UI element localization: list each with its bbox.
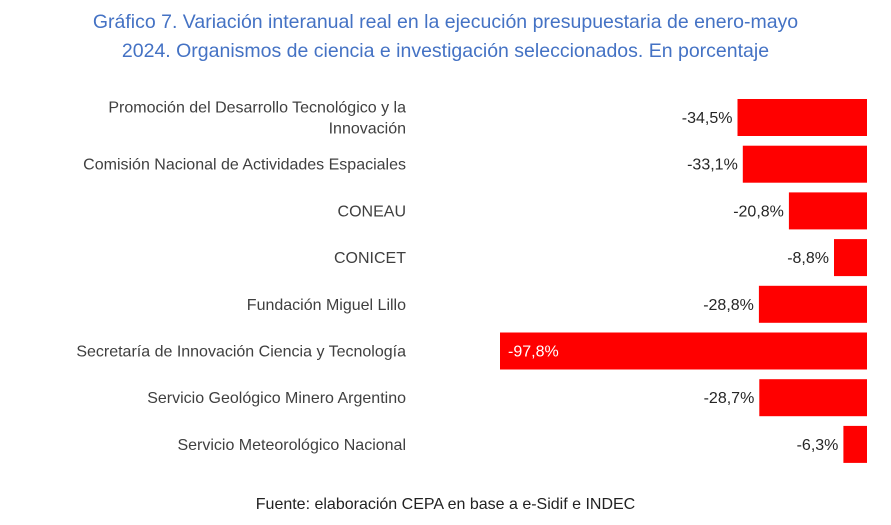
chart-title-line-2: 2024. Organismos de ciencia e investigac… [121, 40, 770, 62]
value-label-5: -28,8% [703, 297, 754, 314]
bar-1 [737, 99, 867, 136]
value-label-8: -6,3% [797, 437, 839, 454]
value-label-3: -20,8% [733, 203, 784, 220]
category-label-8: Servicio Meteorológico Nacional [177, 437, 406, 454]
bar-8 [843, 425, 867, 463]
category-label-4: CONICET [334, 250, 406, 267]
category-label-1: Promoción del Desarrollo Tecnológico y l… [108, 100, 406, 138]
value-label-6: -97,8% [508, 344, 559, 361]
value-label-1: -34,5% [682, 110, 733, 127]
chart-title: Gráfico 7. Variación interanual real en … [0, 8, 891, 66]
category-label-6: Secretaría de Innovación Ciencia y Tecno… [76, 344, 406, 361]
category-label-3: CONEAU [338, 203, 406, 220]
chart-title-line-1: Gráfico 7. Variación interanual real en … [92, 11, 799, 33]
bar-7 [759, 379, 867, 417]
category-label-5: Fundación Miguel Lillo [247, 297, 406, 314]
category-label-7: Servicio Geológico Minero Argentino [147, 390, 406, 407]
bar-6 [500, 332, 867, 370]
bar-2 [742, 145, 867, 183]
source-note: Fuente: elaboración CEPA en base a e-Sid… [255, 496, 636, 513]
value-label-2: -33,1% [687, 157, 738, 174]
category-label-2: Comisión Nacional de Actividades Espacia… [83, 157, 406, 174]
value-label-7: -28,7% [704, 390, 755, 407]
bar-3 [788, 192, 867, 230]
value-label-4: -8,8% [787, 250, 829, 267]
bar-4 [834, 239, 867, 277]
bar-5 [758, 285, 867, 323]
